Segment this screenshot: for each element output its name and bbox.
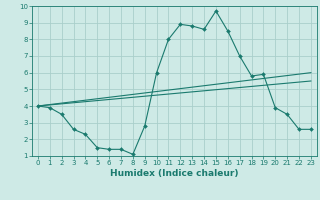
X-axis label: Humidex (Indice chaleur): Humidex (Indice chaleur) [110,169,239,178]
